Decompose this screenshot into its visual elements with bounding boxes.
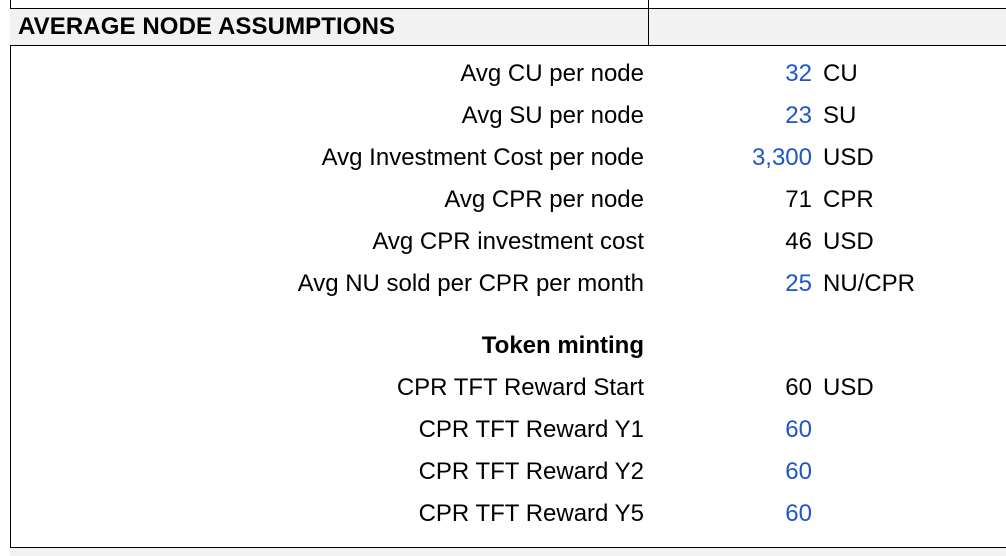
row-value[interactable]: 25 bbox=[785, 270, 812, 297]
row-label: Avg CU per node bbox=[460, 60, 644, 87]
row-value[interactable]: 60 bbox=[785, 374, 812, 401]
table-row[interactable]: CPR TFT Reward Y2 60 bbox=[0, 451, 1006, 493]
row-unit: USD bbox=[823, 144, 874, 171]
row-label: Avg Investment Cost per node bbox=[321, 144, 644, 171]
column-border-top-stub bbox=[648, 0, 649, 8]
row-label: CPR TFT Reward Y5 bbox=[418, 500, 644, 527]
row-label: CPR TFT Reward Start bbox=[396, 374, 644, 401]
next-section-header-row[interactable] bbox=[10, 547, 1006, 556]
row-unit: CPR bbox=[823, 186, 874, 213]
column-border-left bbox=[10, 0, 11, 556]
subsection-header-row[interactable]: Token minting bbox=[0, 325, 1006, 367]
row-value[interactable]: 3,300 bbox=[751, 144, 812, 171]
row-label: Avg CPR per node bbox=[444, 186, 644, 213]
row-unit: SU bbox=[823, 102, 857, 129]
section-title: AVERAGE NODE ASSUMPTIONS bbox=[18, 13, 396, 40]
row-label: Avg NU sold per CPR per month bbox=[297, 270, 644, 297]
table-row[interactable]: Avg SU per node 23 SU bbox=[0, 95, 1006, 137]
row-label: Avg CPR investment cost bbox=[372, 228, 644, 255]
table-row[interactable]: Avg NU sold per CPR per month 25 NU/CPR bbox=[0, 263, 1006, 305]
section-header-row[interactable]: AVERAGE NODE ASSUMPTIONS bbox=[10, 8, 1006, 46]
row-value[interactable]: 71 bbox=[785, 186, 812, 213]
row-unit: NU/CPR bbox=[823, 270, 916, 297]
row-unit: USD bbox=[823, 228, 874, 255]
row-value[interactable]: 60 bbox=[785, 500, 812, 527]
subsection-title: Token minting bbox=[481, 332, 644, 359]
row-value[interactable]: 60 bbox=[785, 458, 812, 485]
row-unit: CU bbox=[823, 60, 858, 87]
header-column-separator bbox=[648, 9, 649, 45]
table-row[interactable]: CPR TFT Reward Y5 60 bbox=[0, 493, 1006, 535]
row-value[interactable]: 32 bbox=[785, 60, 812, 87]
row-label: CPR TFT Reward Y2 bbox=[418, 458, 644, 485]
table-row[interactable]: Avg Investment Cost per node 3,300 USD bbox=[0, 137, 1006, 179]
row-value[interactable]: 23 bbox=[785, 102, 812, 129]
table-row[interactable]: CPR TFT Reward Start 60 USD bbox=[0, 367, 1006, 409]
row-value[interactable]: 46 bbox=[785, 228, 812, 255]
row-unit: USD bbox=[823, 374, 874, 401]
row-value[interactable]: 60 bbox=[785, 416, 812, 443]
table-row[interactable]: Avg CU per node 32 CU bbox=[0, 53, 1006, 95]
row-label: Avg SU per node bbox=[461, 102, 644, 129]
row-label: CPR TFT Reward Y1 bbox=[418, 416, 644, 443]
table-row[interactable]: CPR TFT Reward Y1 60 bbox=[0, 409, 1006, 451]
table-row[interactable]: Avg CPR per node 71 CPR bbox=[0, 179, 1006, 221]
table-row[interactable]: Avg CPR investment cost 46 USD bbox=[0, 221, 1006, 263]
